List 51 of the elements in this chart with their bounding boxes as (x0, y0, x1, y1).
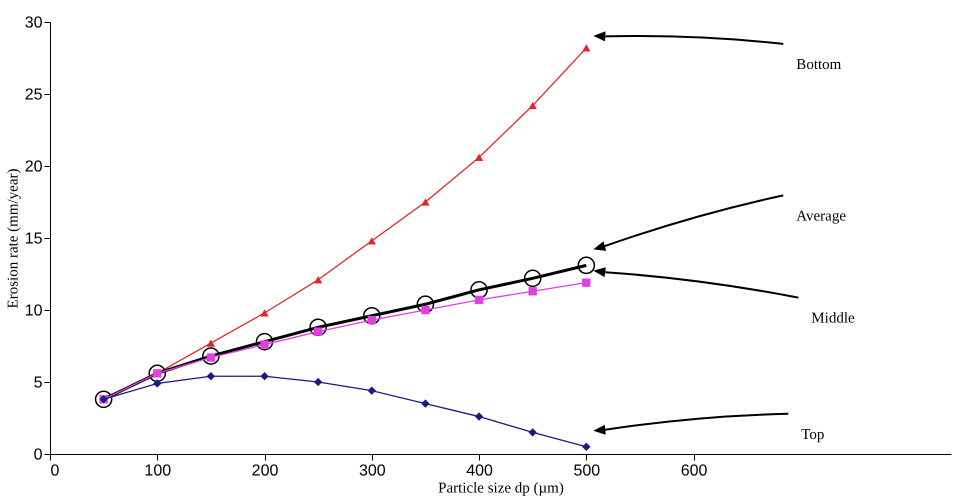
text: Average (796, 208, 846, 224)
point (582, 442, 590, 451)
point (260, 372, 269, 380)
point (309, 318, 327, 336)
point (421, 306, 430, 314)
x-axis-title: Particle size dp (µm) (438, 480, 564, 496)
y-tick-label: 10 (24, 302, 43, 320)
y-axis-title: Erosion rate (mm/year) (6, 168, 22, 308)
point (524, 270, 542, 288)
point (206, 372, 216, 380)
point (314, 378, 322, 386)
point (153, 379, 162, 388)
y-tick-label: 25 (24, 86, 43, 104)
x-tick-label: 100 (144, 462, 172, 480)
point (256, 332, 274, 350)
point (148, 364, 166, 382)
point (421, 198, 430, 206)
point (368, 386, 376, 395)
point (528, 428, 537, 437)
point (421, 399, 430, 408)
text: Top (801, 426, 824, 443)
x-tick-label: 0 (50, 462, 60, 480)
point (582, 44, 590, 52)
point (416, 295, 434, 314)
point (474, 296, 484, 304)
point (474, 154, 484, 161)
point (368, 237, 376, 245)
x-tick-label: 500 (573, 462, 600, 480)
y-tick-label: 15 (24, 230, 43, 248)
y-tick-label: 30 (24, 14, 43, 32)
point (578, 256, 596, 274)
point (94, 390, 112, 408)
point (470, 281, 488, 299)
x-tick-label: 200 (252, 462, 278, 480)
x-tick-label: 600 (680, 462, 708, 480)
point (202, 347, 220, 365)
point (260, 309, 269, 317)
point (314, 276, 322, 284)
point (582, 278, 590, 287)
x-tick-label: 300 (358, 462, 386, 480)
text: Bottom (796, 56, 842, 73)
point (362, 306, 381, 325)
y-tick-label: 20 (24, 158, 43, 176)
text: Middle (811, 310, 855, 327)
y-tick-label: 0 (34, 446, 43, 464)
point (474, 412, 484, 421)
point (206, 339, 216, 347)
point (528, 287, 537, 296)
point (528, 102, 537, 110)
y-tick-label: 5 (34, 374, 43, 392)
x-tick-label: 400 (466, 462, 493, 480)
